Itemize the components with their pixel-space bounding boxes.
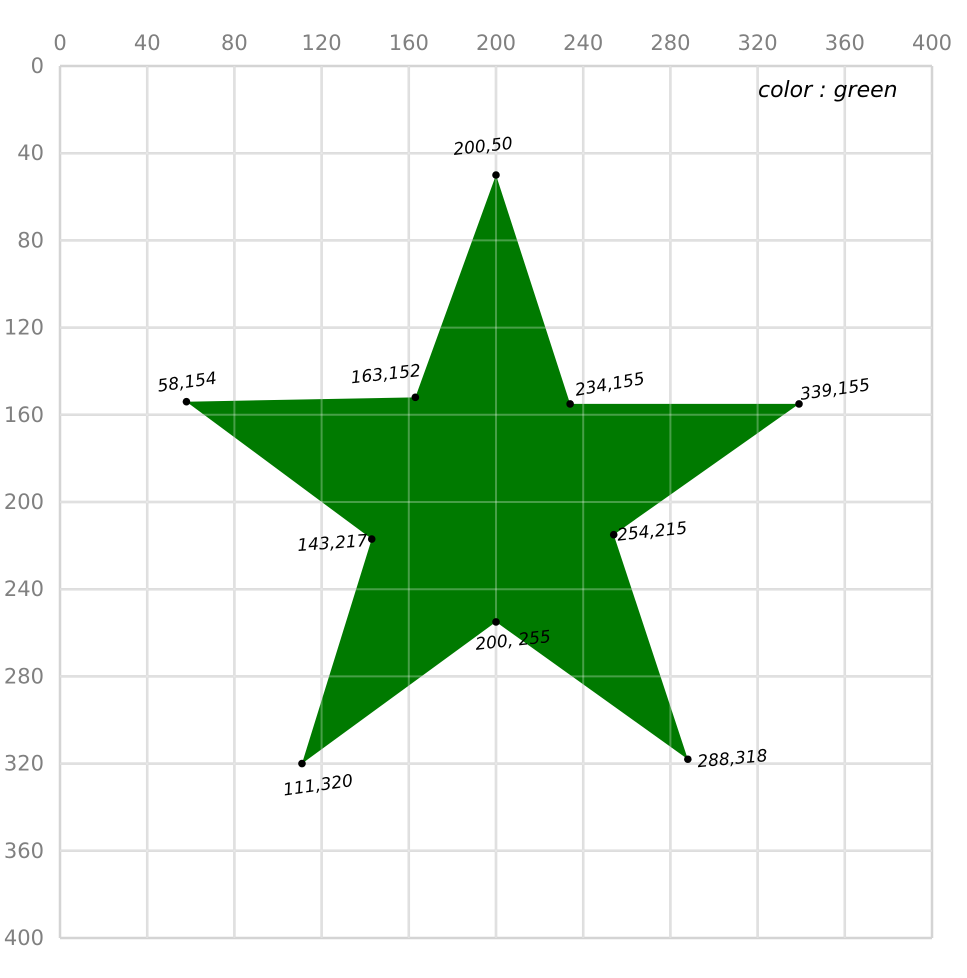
y-tick-label: 320	[4, 752, 44, 776]
y-tick-label: 400	[4, 926, 44, 950]
y-tick-label: 120	[4, 316, 44, 340]
green-star	[186, 175, 800, 764]
vertex-dot	[566, 400, 574, 408]
x-tick-label: 0	[53, 31, 66, 55]
vertex-dot	[684, 755, 692, 764]
vertex-dot	[298, 759, 306, 768]
star-layer	[186, 175, 800, 764]
x-tick-label: 160	[389, 31, 429, 55]
overlay-grid-lines	[60, 66, 932, 938]
y-tick-label: 40	[17, 141, 44, 165]
y-tick-label: 200	[4, 490, 44, 514]
x-tick-label: 40	[134, 31, 161, 55]
vertex-dot	[492, 618, 500, 626]
y-tick-label: 0	[31, 54, 44, 78]
x-tick-label: 200	[476, 31, 516, 55]
y-tick-label: 360	[4, 839, 44, 863]
vertex-label: 200,50	[452, 134, 513, 160]
x-tick-label: 80	[221, 31, 248, 55]
vertex-label: 339,155	[799, 375, 871, 405]
vertex-dot	[182, 397, 191, 406]
vertex-dot	[795, 400, 803, 408]
x-axis-tick-labels: 0 40 80 120 160 200 240 280 320 360 400	[53, 31, 952, 55]
x-tick-label: 400	[912, 31, 952, 55]
vertex-dot	[367, 535, 376, 543]
vertex-label: 58,154	[156, 369, 218, 397]
y-tick-label: 240	[4, 577, 44, 601]
vertex-dot	[411, 393, 420, 402]
vertex-dot	[609, 530, 618, 539]
x-tick-label: 280	[650, 31, 690, 55]
y-axis-tick-labels: 0 40 80 120 160 200 240 280 320 360 400	[4, 54, 44, 950]
vertex-dot	[492, 171, 500, 179]
color-note: color : green	[758, 78, 898, 103]
vertex-label: 163,152	[350, 361, 422, 388]
y-tick-label: 80	[17, 228, 44, 252]
x-tick-label: 320	[738, 31, 778, 55]
vertex-markers	[182, 171, 803, 768]
y-tick-label: 160	[4, 403, 44, 427]
x-tick-label: 240	[563, 31, 603, 55]
x-tick-label: 360	[825, 31, 865, 55]
x-tick-label: 120	[302, 31, 342, 55]
y-tick-label: 280	[4, 664, 44, 688]
vertex-label: 111,320	[282, 771, 354, 801]
vertex-label: 143,217	[297, 531, 369, 556]
